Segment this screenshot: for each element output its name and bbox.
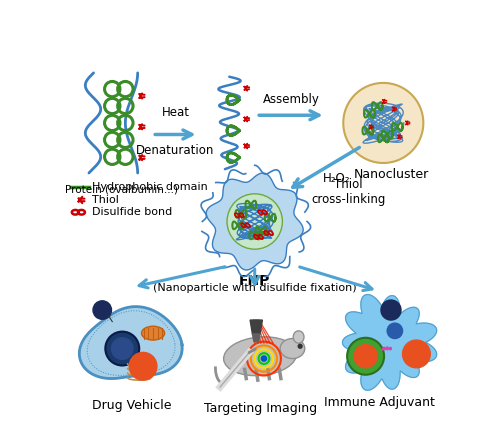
Text: Denaturation: Denaturation [136, 144, 214, 157]
Text: Nanocluster: Nanocluster [354, 168, 428, 181]
Circle shape [227, 194, 282, 249]
Text: Thiol: Thiol [92, 195, 119, 205]
Polygon shape [80, 307, 182, 379]
Circle shape [354, 345, 377, 368]
Ellipse shape [224, 337, 296, 375]
Polygon shape [342, 295, 436, 390]
Text: FNP: FNP [239, 274, 270, 288]
Circle shape [106, 332, 139, 366]
Polygon shape [252, 334, 260, 342]
Polygon shape [250, 320, 262, 334]
Circle shape [383, 347, 385, 350]
Circle shape [381, 300, 401, 320]
Circle shape [387, 323, 402, 338]
Text: Heat: Heat [162, 106, 190, 119]
Circle shape [112, 338, 133, 359]
Text: Thiol
cross-linking: Thiol cross-linking [312, 178, 386, 206]
Ellipse shape [280, 338, 305, 358]
Circle shape [129, 352, 157, 380]
Text: Drug Vehicle: Drug Vehicle [92, 399, 172, 412]
Circle shape [389, 347, 392, 350]
Circle shape [347, 338, 384, 375]
Circle shape [344, 83, 423, 163]
Text: Immune Adjuvant: Immune Adjuvant [324, 396, 435, 409]
Circle shape [93, 301, 112, 319]
Text: Disulfide bond: Disulfide bond [92, 207, 172, 217]
Text: H₂O₂: H₂O₂ [324, 172, 351, 185]
Ellipse shape [293, 331, 304, 343]
Text: Protein (ovalbumin...): Protein (ovalbumin...) [66, 185, 178, 194]
Circle shape [386, 347, 388, 350]
Circle shape [298, 344, 302, 348]
Text: Assembly: Assembly [262, 93, 320, 106]
Text: (Nanoparticle with disulfide fixation): (Nanoparticle with disulfide fixation) [153, 283, 356, 293]
Ellipse shape [142, 326, 165, 340]
Polygon shape [206, 173, 303, 270]
Text: Targeting Imaging: Targeting Imaging [204, 402, 316, 415]
Circle shape [262, 356, 266, 361]
Text: Hydrophobic domain: Hydrophobic domain [92, 182, 208, 192]
Circle shape [402, 340, 430, 368]
